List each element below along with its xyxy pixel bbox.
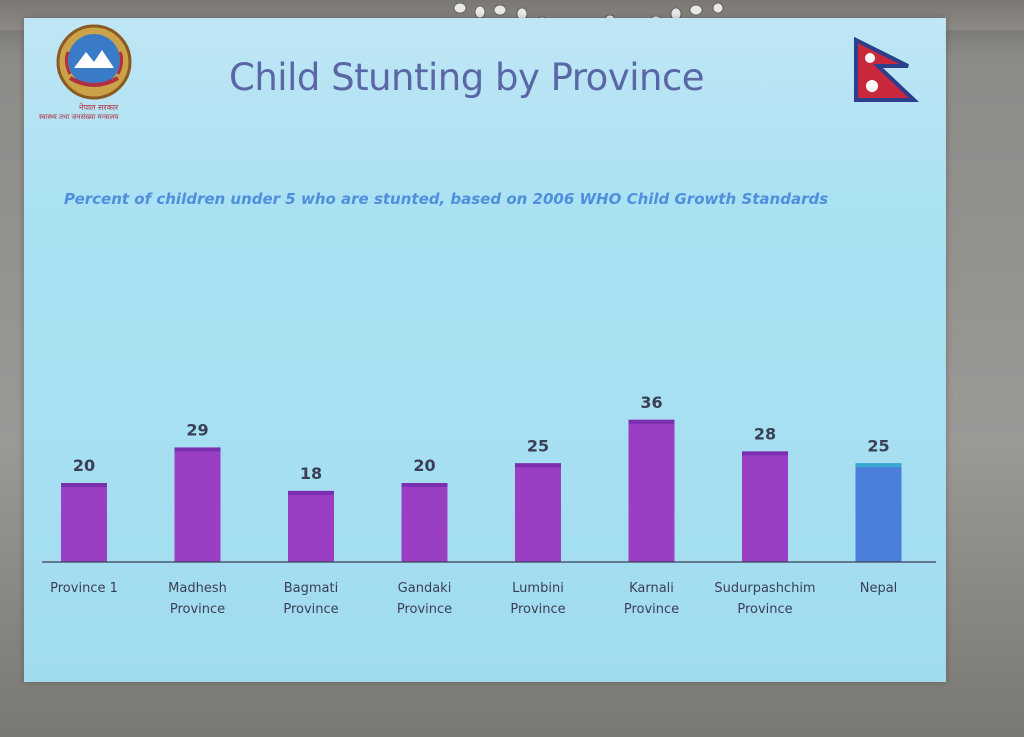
bar-chart: 20 Province 1 29 Madhesh Province 18 Bagmati Pr… — [42, 393, 936, 617]
nepal-government-emblem — [56, 24, 132, 100]
category-label-line: Province 1 — [50, 581, 118, 596]
data-label-4: 25 — [527, 436, 549, 455]
bar-6 — [742, 451, 788, 562]
category-label-5: Karnali Province — [624, 581, 679, 617]
bar-top-6 — [742, 451, 788, 456]
category-label-4: Lumbini Province — [510, 581, 565, 617]
category-label-line: Karnali — [629, 581, 674, 596]
chart-subtitle: Percent of children under 5 who are stun… — [64, 190, 829, 208]
bar-top-1 — [174, 447, 221, 452]
bar-3 — [401, 483, 448, 562]
category-label-line: Province — [283, 602, 338, 617]
category-label-1: Madhesh Province — [168, 581, 227, 617]
bar-top-2 — [288, 490, 334, 495]
emblem-caption-line1: नेपाल सरकार — [79, 103, 119, 112]
data-label-3: 20 — [413, 456, 435, 475]
bar-2 — [288, 490, 334, 562]
slide-title: Child Stunting by Province — [229, 56, 705, 99]
data-label-1: 29 — [186, 420, 208, 439]
category-label-line: Madhesh — [168, 581, 227, 596]
bar-7 — [855, 463, 902, 562]
bar-top-5 — [628, 419, 675, 424]
data-label-0: 20 — [73, 456, 95, 475]
bar-4 — [515, 463, 561, 562]
category-label-line: Province — [624, 602, 679, 617]
category-label-line: Bagmati — [284, 581, 338, 596]
category-label-2: Bagmati Province — [283, 581, 338, 617]
bar-top-7 — [855, 463, 902, 468]
category-label-3: Gandaki Province — [397, 581, 452, 617]
category-label-line: Province — [397, 602, 452, 617]
category-label-line: Sudurpashchim — [714, 581, 815, 596]
emblem-caption-line2: स्वास्थ्य तथा जनसंख्या मन्त्रालय — [39, 113, 119, 121]
category-label-line: Lumbini — [512, 581, 564, 596]
presentation-slide: नेपाल सरकार स्वास्थ्य तथा जनसंख्या मन्त्… — [24, 18, 946, 682]
category-label-6: Sudurpashchim Province — [714, 581, 815, 617]
category-label-line: Nepal — [860, 581, 898, 596]
data-label-7: 25 — [867, 436, 889, 455]
nepal-flag-icon — [854, 36, 920, 102]
bar-5 — [628, 419, 675, 562]
bar-top-0 — [61, 483, 107, 487]
category-label-line: Province — [510, 602, 565, 617]
data-label-5: 36 — [640, 393, 662, 412]
bar-top-4 — [515, 463, 561, 468]
category-label-7: Nepal — [860, 581, 898, 596]
category-label-line: Gandaki — [398, 581, 452, 596]
category-label-line: Province — [170, 602, 225, 617]
bar-0 — [61, 483, 107, 562]
data-label-6: 28 — [754, 424, 776, 443]
bar-1 — [174, 447, 221, 562]
category-label-0: Province 1 — [50, 581, 118, 596]
category-label-line: Province — [737, 602, 792, 617]
data-label-2: 18 — [300, 464, 322, 483]
bar-top-3 — [401, 483, 448, 487]
